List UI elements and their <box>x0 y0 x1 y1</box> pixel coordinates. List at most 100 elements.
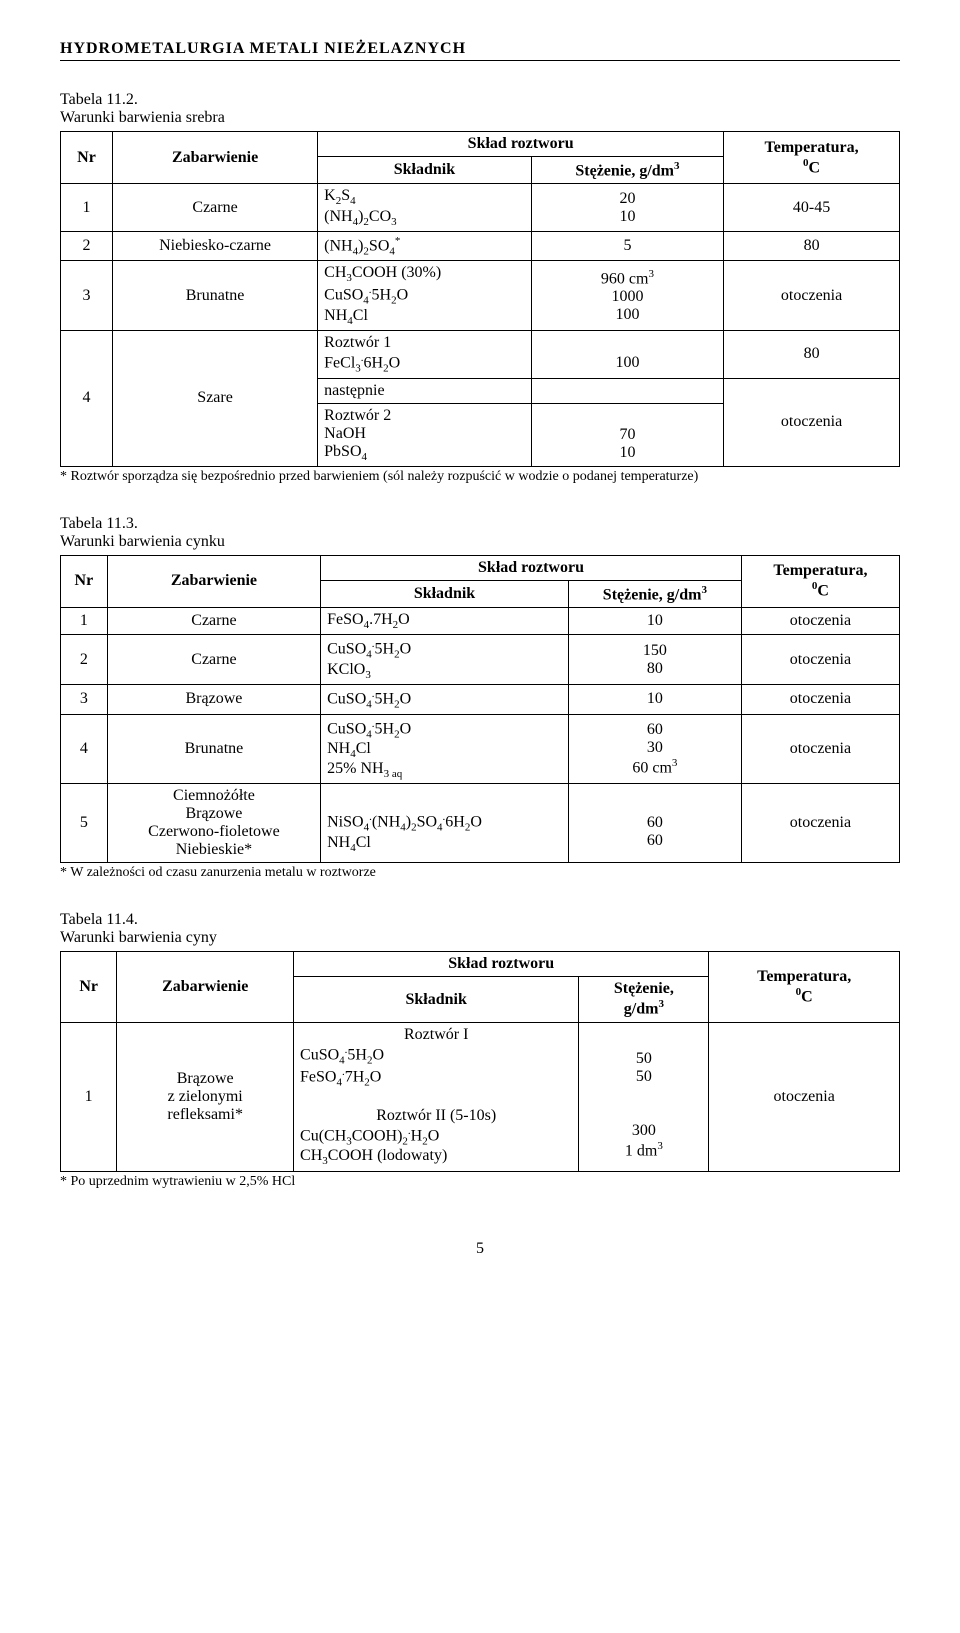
text: O <box>397 287 409 304</box>
text: 60 <box>647 721 663 738</box>
table-3: Nr Zabarwienie Skład roztworu Temperatur… <box>60 951 900 1171</box>
col-stezenie: Stężenie, g/dm3 <box>568 580 741 607</box>
cell-skladnik: CuSO4.5H2O <box>321 685 569 715</box>
text: g/dm <box>624 1001 659 1018</box>
text: 5H <box>347 1046 367 1063</box>
col-zab: Zabarwienie <box>117 952 294 1022</box>
text: NiSO <box>327 813 363 830</box>
text: O <box>398 611 410 628</box>
cell-nr: 3 <box>61 685 108 715</box>
table-2-caption: Tabela 11.3. Warunki barwienia cynku <box>60 515 900 551</box>
cell-zab: Czarne <box>107 635 320 685</box>
text: (NH <box>372 813 400 830</box>
text: Ciemnożółte <box>173 787 255 804</box>
table-1-caption: Tabela 11.2. Warunki barwienia srebra <box>60 91 900 127</box>
text: K <box>324 187 336 204</box>
cell-skladnik: Roztwór 2 NaOH PbSO4 <box>318 403 532 466</box>
text: 5H <box>372 287 392 304</box>
text: 6H <box>445 813 465 830</box>
text: Cl <box>356 834 371 851</box>
text: O <box>428 1127 440 1144</box>
table-row: 5 Ciemnożółte Brązowe Czerwono-fioletowe… <box>61 784 900 863</box>
cell-nr: 1 <box>61 184 113 231</box>
text: Stężenie, g/dm <box>603 586 702 603</box>
col-temp: Temperatura, 0C <box>709 952 900 1022</box>
text: KClO <box>327 661 365 678</box>
cell-zab: Ciemnożółte Brązowe Czerwono-fioletowe N… <box>107 784 320 863</box>
col-skladnik: Składnik <box>321 580 569 607</box>
text: CO <box>369 208 391 225</box>
text: 5H <box>375 720 395 737</box>
text: 10 <box>619 208 635 225</box>
table-row: 2 Czarne CuSO4.5H2O KClO3 150 80 otoczen… <box>61 635 900 685</box>
caption-line: Tabela 11.4. <box>60 911 138 928</box>
text: Roztwór 1 <box>324 334 391 351</box>
table-row: 1 Czarne K2S4 (NH4)2CO3 20 10 40-45 <box>61 184 900 231</box>
text: NH <box>327 740 350 757</box>
cell-temp: otoczenia <box>741 784 899 863</box>
cell-skladnik: FeSO4.7H2O <box>321 608 569 635</box>
col-temp: Temperatura, 0C <box>724 132 900 184</box>
text: 960 cm <box>601 270 649 287</box>
text: COOH (lodowaty) <box>328 1147 448 1164</box>
table-1: Nr Zabarwienie Skład roztworu Temperatur… <box>60 131 900 467</box>
table-row: 4 Brunatne CuSO4.5H2O NH4Cl 25% NH3 aq 6… <box>61 714 900 784</box>
cell-stezenie: 70 10 <box>531 403 723 466</box>
cell-stezenie: 60 60 <box>568 784 741 863</box>
cell-temp: otoczenia <box>741 714 899 784</box>
text: NH <box>327 834 350 851</box>
table-row: 3 Brązowe CuSO4.5H2O 10 otoczenia <box>61 685 900 715</box>
text: Brązowe <box>186 805 243 822</box>
text: 100 <box>615 306 639 323</box>
cell-zab: Brązowe <box>107 685 320 715</box>
table-row: 1 Brązowe z zielonymi refleksami* Roztwó… <box>61 1022 900 1171</box>
text: O <box>470 813 482 830</box>
text: CuSO <box>327 641 366 658</box>
cell-stezenie <box>531 378 723 403</box>
cell-skladnik: Roztwór 1 FeCl3.6H2O <box>318 331 532 379</box>
cell-zab: Brązowe z zielonymi refleksami* <box>117 1022 294 1171</box>
table-row: 2 Niebiesko-czarne (NH4)2SO4* 5 80 <box>61 231 900 261</box>
cell-zab: Niebiesko-czarne <box>112 231 317 261</box>
table-row: 1 Czarne FeSO4.7H2O 10 otoczenia <box>61 608 900 635</box>
text: 60 <box>647 814 663 831</box>
cell-nr: 4 <box>61 331 113 467</box>
text: O <box>400 641 412 658</box>
text: (NH <box>324 208 352 225</box>
text: COOH) <box>352 1127 403 1144</box>
text: SO <box>369 237 389 254</box>
cell-skladnik: NiSO4.(NH4)2SO4.6H2O NH4Cl <box>321 784 569 863</box>
text: 100 <box>615 354 639 371</box>
text: C <box>801 988 813 1005</box>
text: O <box>400 690 412 707</box>
cell-zab: Szare <box>112 331 317 467</box>
col-sklad: Skład roztworu <box>321 555 742 580</box>
text: 10 <box>619 444 635 461</box>
col-skladnik: Składnik <box>294 977 579 1022</box>
text: COOH (30%) <box>352 264 441 281</box>
cell-stezenie: 10 <box>568 608 741 635</box>
text: 30 <box>647 739 663 756</box>
col-nr: Nr <box>61 952 117 1022</box>
text: C <box>809 159 821 176</box>
text: 70 <box>619 426 635 443</box>
cell-stezenie: 20 10 <box>531 184 723 231</box>
text: 7H <box>345 1069 365 1086</box>
text: CH <box>300 1147 322 1164</box>
text: 5H <box>375 641 395 658</box>
text: FeCl <box>324 354 355 371</box>
text: 25% NH <box>327 760 383 777</box>
text: Stężenie, g/dm <box>575 162 674 179</box>
col-temp: Temperatura, 0C <box>741 555 899 607</box>
text: 1000 <box>611 288 643 305</box>
text: FeSO <box>327 611 363 628</box>
text: CuSO <box>327 720 366 737</box>
cell-stezenie: 60 30 60 cm3 <box>568 714 741 784</box>
cell-temp: otoczenia <box>741 685 899 715</box>
text: 150 <box>643 642 667 659</box>
table-row: 4 Szare Roztwór 1 FeCl3.6H2O 100 80 <box>61 331 900 379</box>
text: SO <box>417 813 437 830</box>
text: 20 <box>619 190 635 207</box>
text: Niebieskie* <box>176 841 252 858</box>
cell-stezenie: 10 <box>568 685 741 715</box>
